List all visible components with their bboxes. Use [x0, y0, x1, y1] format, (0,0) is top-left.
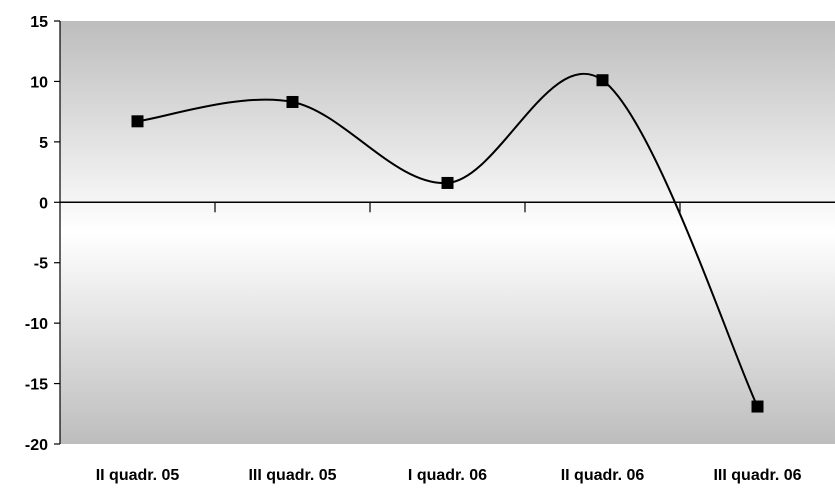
y-tick-label: 10 — [30, 74, 48, 91]
y-axis-labels: 15 10 5 0 -5 -10 -15 -20 — [25, 14, 48, 454]
x-tick-label: III quadr. 06 — [713, 467, 801, 484]
y-tick-label: 15 — [30, 14, 48, 31]
x-tick-label: II quadr. 06 — [561, 467, 645, 484]
x-tick-label: III quadr. 05 — [248, 467, 336, 484]
data-point-marker — [131, 115, 144, 128]
y-tick-label: -5 — [34, 256, 48, 273]
data-point-marker — [751, 400, 764, 413]
x-axis-ticks — [214, 202, 681, 213]
x-tick-label: II quadr. 05 — [96, 467, 180, 484]
y-axis-ticks — [54, 20, 60, 445]
y-tick-label: 0 — [39, 195, 48, 212]
y-tick-label: -10 — [25, 316, 48, 333]
data-point-marker — [596, 74, 609, 87]
y-tick-label: -20 — [25, 437, 48, 454]
series-line — [137, 72, 759, 407]
data-markers — [131, 74, 764, 413]
data-point-marker — [441, 176, 454, 189]
x-axis-labels: II quadr. 05 III quadr. 05 I quadr. 06 II q… — [96, 467, 802, 484]
plot-area — [60, 21, 835, 444]
x-tick-label: I quadr. 06 — [408, 467, 487, 484]
y-tick-label: 5 — [39, 135, 48, 152]
data-point-marker — [286, 95, 299, 108]
y-tick-label: -15 — [25, 377, 48, 394]
